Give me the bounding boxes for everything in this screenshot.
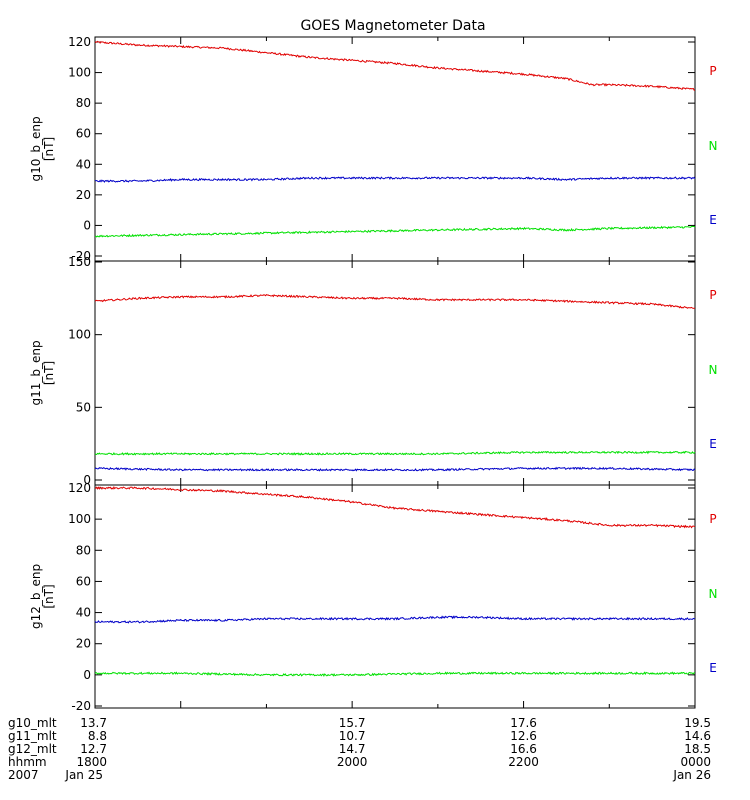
legend-label-1-P: P — [709, 288, 716, 302]
y-tick-label-2-1: 0 — [83, 668, 91, 682]
y-axis-label-0: g10_b_enp — [29, 116, 43, 181]
series-line-1-E — [94, 466, 696, 472]
y-tick-label-2-4: 60 — [76, 574, 91, 588]
series-line-2-N — [94, 671, 695, 677]
x-label-g12_mlt-3: 18.5 — [684, 742, 711, 756]
y-tick-label-1-0: 0 — [83, 473, 91, 487]
series-line-2-E — [94, 615, 696, 624]
row-label-0: g10_mlt — [8, 716, 57, 730]
panel-frame-1 — [94, 260, 696, 486]
y-tick-label-2-5: 80 — [76, 543, 91, 557]
y-tick-label-0-6: 100 — [68, 66, 91, 80]
y-axis-label-2: g12_b_enp — [29, 564, 43, 629]
series-line-0-N — [94, 225, 696, 238]
legend-label-0-P: P — [709, 64, 716, 78]
legend-label-2-P: P — [709, 512, 716, 526]
y-axis-unit-2: [nT] — [42, 584, 56, 608]
series-line-0-E — [94, 176, 696, 183]
y-tick-label-2-3: 40 — [76, 606, 91, 620]
y-tick-label-0-4: 60 — [76, 127, 91, 141]
legend-label-2-E: E — [709, 661, 717, 675]
x-label-g12_mlt-1: 14.7 — [339, 742, 366, 756]
x-label-g12_mlt-2: 16.6 — [510, 742, 537, 756]
series-line-2-P — [94, 486, 696, 529]
x-label-hhmm-2: 2200 — [508, 755, 539, 769]
y-tick-label-0-1: 0 — [83, 218, 91, 232]
y-tick-label-1-2: 100 — [68, 328, 91, 342]
y-tick-label-0-5: 80 — [76, 96, 91, 110]
x-label-g12_mlt-0: 12.7 — [80, 742, 107, 756]
series-line-1-P — [94, 293, 695, 309]
legend-label-1-E: E — [709, 437, 717, 451]
x-label-date-3: Jan 26 — [672, 768, 711, 782]
y-axis-label-1: g11_b_enp — [29, 340, 43, 405]
legend-label-1-N: N — [709, 363, 718, 377]
y-tick-label-1-1: 50 — [76, 400, 91, 414]
chart-title: GOES Magnetometer Data — [300, 18, 485, 34]
y-tick-label-0-2: 20 — [76, 188, 91, 202]
panel-frame-0 — [94, 36, 696, 262]
legend-label-2-N: N — [709, 587, 718, 601]
row-label-4: 2007 — [8, 768, 39, 782]
x-label-g10_mlt-1: 15.7 — [339, 716, 366, 730]
x-label-hhmm-3: 0000 — [680, 755, 711, 769]
x-label-g11_mlt-2: 12.6 — [510, 729, 537, 743]
x-label-g11_mlt-0: 8.8 — [88, 729, 107, 743]
x-label-g11_mlt-1: 10.7 — [339, 729, 366, 743]
y-tick-label-2-6: 100 — [68, 512, 91, 526]
x-label-date-0: Jan 25 — [64, 768, 103, 782]
series-line-0-P — [94, 40, 696, 91]
y-tick-label-0-7: 120 — [68, 35, 91, 49]
y-tick-label-2-7: 120 — [68, 481, 91, 495]
y-tick-label-2-0: -20 — [71, 699, 91, 713]
row-label-2: g12_mlt — [8, 742, 57, 756]
x-label-g10_mlt-0: 13.7 — [80, 716, 107, 730]
x-label-g11_mlt-3: 14.6 — [684, 729, 711, 743]
y-axis-unit-1: [nT] — [42, 361, 56, 385]
x-label-hhmm-0: 1800 — [76, 755, 107, 769]
x-label-g10_mlt-3: 19.5 — [684, 716, 711, 730]
y-tick-label-2-2: 20 — [76, 637, 91, 651]
series-line-1-N — [94, 450, 696, 456]
legend-label-0-N: N — [709, 139, 718, 153]
y-tick-label-1-3: 150 — [68, 255, 91, 269]
panel-frame-2 — [94, 484, 696, 709]
y-tick-label-0-3: 40 — [76, 157, 91, 171]
y-tick-label-0-0: -20 — [71, 249, 91, 263]
x-label-hhmm-1: 2000 — [337, 755, 368, 769]
x-label-g10_mlt-2: 17.6 — [510, 716, 537, 730]
row-label-3: hhmm — [8, 755, 47, 769]
legend-label-0-E: E — [709, 213, 717, 227]
row-label-1: g11_mlt — [8, 729, 57, 743]
y-axis-unit-0: [nT] — [42, 137, 56, 161]
